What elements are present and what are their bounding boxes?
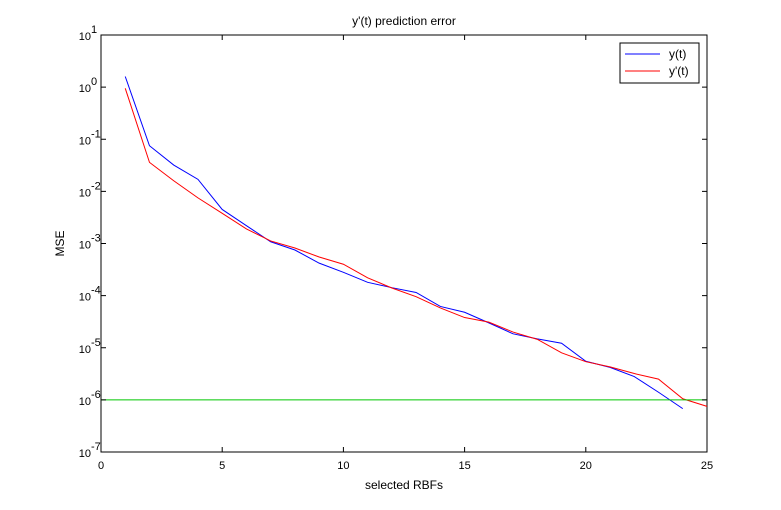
y-axis-label: MSE — [53, 230, 67, 256]
x-axis-label: selected RBFs — [365, 478, 443, 492]
chart-title: y'(t) prediction error — [352, 14, 456, 28]
y-tick-label: 10 — [79, 448, 91, 460]
plot-area — [100, 34, 708, 453]
y-tick-label: 10 — [79, 396, 91, 408]
y-tick-exponent: -4 — [91, 285, 101, 297]
x-tick-label: 25 — [701, 460, 713, 472]
y-tick-exponent: -7 — [91, 441, 101, 453]
legend-box — [619, 42, 700, 84]
y-tick-label: 10 — [79, 344, 91, 356]
legend: y(t) y'(t) — [619, 42, 700, 84]
x-tick-label: 15 — [458, 460, 470, 472]
y-tick-label: 10 — [79, 31, 91, 43]
y-tick-exponent: -6 — [91, 389, 101, 401]
series-layer — [101, 76, 708, 410]
y-tick-exponent: -2 — [91, 180, 101, 192]
y-tick-label: 10 — [79, 83, 91, 95]
y-tick-label: 10 — [79, 292, 91, 304]
y-tick-label: 10 — [79, 187, 91, 199]
y-tick-exponent: -5 — [91, 337, 101, 349]
legend-label: y(t) — [669, 47, 686, 61]
y-tick-exponent: -3 — [91, 233, 101, 245]
y-tick-exponent: 1 — [91, 24, 97, 36]
x-tick-label: 20 — [580, 460, 592, 472]
y-tick-label: 10 — [79, 240, 91, 252]
ticks-layer: 0 5 10 15 20 2510-710-610-510-410-310-210-110… — [79, 24, 713, 472]
legend-label: y'(t) — [669, 64, 689, 78]
y-tick-exponent: 0 — [91, 76, 97, 88]
x-tick-label: 0 — [98, 460, 104, 472]
x-tick-label: 10 — [337, 460, 349, 472]
y-tick-exponent: -1 — [91, 128, 101, 140]
y-tick-label: 10 — [79, 135, 91, 147]
x-tick-label: 5 — [219, 460, 225, 472]
series-line-y-t-1 — [124, 88, 708, 407]
